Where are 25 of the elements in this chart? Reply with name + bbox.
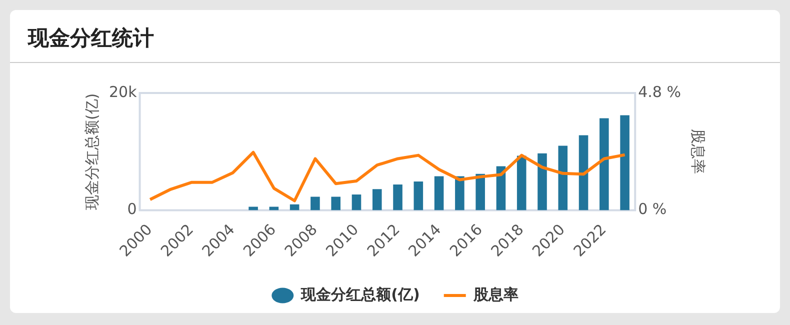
bar	[372, 189, 382, 210]
y-tick-label: 20k	[108, 82, 138, 101]
bar	[434, 176, 444, 210]
bar	[352, 194, 362, 210]
legend-label: 现金分红总额(亿)	[300, 285, 420, 304]
bar	[476, 174, 485, 210]
chart-title: 现金分红统计	[10, 10, 780, 63]
legend-label: 股息率	[472, 285, 518, 304]
bar	[538, 153, 547, 210]
bar	[290, 204, 300, 210]
y2-axis-title: 股息率	[689, 129, 708, 174]
bar	[455, 176, 464, 210]
bar	[600, 118, 609, 210]
bar	[331, 196, 340, 210]
bar	[620, 115, 630, 210]
bar	[393, 184, 402, 210]
bar	[578, 135, 588, 210]
bar	[414, 182, 424, 210]
y2-tick-label: 4.8 %	[638, 82, 682, 101]
bar	[558, 146, 568, 210]
bar	[310, 196, 320, 210]
bar	[516, 156, 526, 210]
y2-tick-label: 0 %	[638, 200, 667, 218]
y-axis-title: 现金分红总额(亿)	[82, 93, 101, 210]
y-tick-label: 0	[127, 200, 137, 218]
